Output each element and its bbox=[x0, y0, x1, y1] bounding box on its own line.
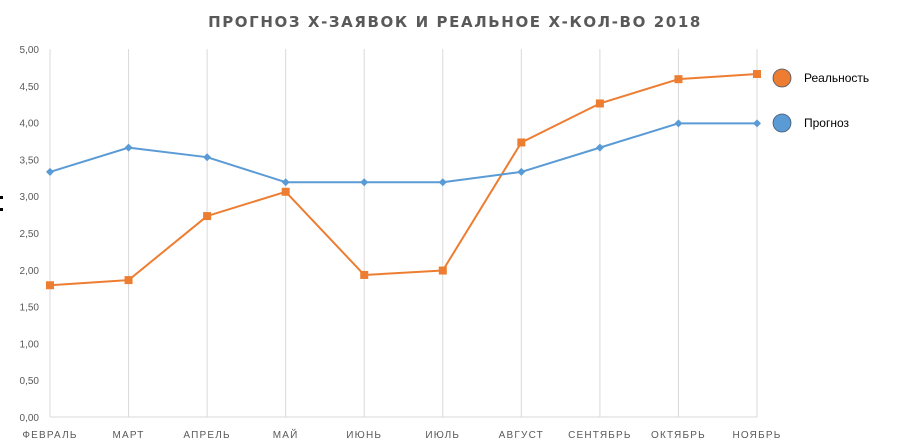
x-tick-label: МАРТ bbox=[112, 430, 144, 441]
data-point-diamond bbox=[753, 119, 761, 128]
data-point-square bbox=[203, 212, 212, 221]
legend-label: Реальность bbox=[804, 71, 869, 85]
y-tick-label: 2,50 bbox=[20, 229, 40, 240]
legend-marker bbox=[772, 68, 792, 88]
y-tick-label: 2,00 bbox=[20, 266, 40, 277]
x-tick-label: ФЕВРАЛЬ bbox=[22, 430, 77, 441]
x-tick-label: МАЙ bbox=[273, 428, 299, 441]
data-point-square bbox=[438, 266, 447, 275]
data-point-diamond bbox=[360, 178, 369, 187]
x-tick-label: АПРЕЛЬ bbox=[183, 430, 230, 441]
data-point-square bbox=[753, 70, 761, 79]
y-tick-label: 1,00 bbox=[20, 339, 40, 350]
x-tick-label: ОКТЯБРЬ bbox=[651, 430, 706, 441]
data-point-square bbox=[46, 281, 54, 290]
data-point-square bbox=[281, 187, 290, 196]
data-point-diamond bbox=[674, 119, 683, 128]
edge-mark bbox=[0, 196, 3, 199]
data-point-diamond bbox=[438, 178, 447, 187]
y-tick-label: 4,00 bbox=[20, 119, 40, 130]
y-axis-ticks: 0,00 0,50 1,00 1,50 2,00 2,50 3,00 3,50 4,00 4,50… bbox=[20, 45, 40, 424]
data-point-diamond bbox=[124, 143, 133, 152]
data-point-diamond bbox=[595, 143, 604, 152]
y-tick-label: 4,50 bbox=[20, 82, 40, 93]
data-point-square bbox=[124, 276, 133, 285]
edge-mark bbox=[0, 208, 3, 211]
series-line-forecast bbox=[49, 122, 757, 184]
legend: Реальность Прогноз bbox=[772, 68, 869, 133]
data-point-diamond bbox=[517, 167, 526, 176]
data-point-diamond bbox=[281, 178, 290, 187]
series-line-actual bbox=[49, 73, 758, 287]
x-tick-label: СЕНТЯБРЬ bbox=[568, 430, 632, 441]
data-point-square bbox=[517, 138, 526, 147]
legend-label: Прогноз bbox=[804, 116, 850, 130]
x-axis-ticks: ФЕВРАЛЬ МАРТ АПРЕЛЬ МАЙ ИЮНЬ ИЮЛЬ АВГУСТ СЕНТЯБ… bbox=[22, 428, 782, 441]
y-tick-label: 0,50 bbox=[20, 376, 40, 387]
chart-title: ПРОГНОЗ Х-ЗАЯВОК И РЕАЛЬНОЕ Х-КОЛ-ВО 201… bbox=[208, 13, 702, 31]
y-tick-label: 3,50 bbox=[20, 155, 40, 166]
data-point-square bbox=[360, 270, 369, 279]
data-point-diamond bbox=[46, 167, 54, 176]
y-tick-label: 5,00 bbox=[20, 45, 40, 56]
y-tick-label: 0,00 bbox=[20, 413, 40, 424]
gridlines bbox=[49, 49, 758, 418]
data-point-square bbox=[674, 75, 683, 84]
series-group bbox=[46, 70, 761, 290]
x-tick-label: НОЯБРЬ bbox=[733, 430, 782, 441]
y-tick-label: 3,00 bbox=[20, 192, 40, 203]
legend-marker bbox=[772, 113, 792, 133]
y-tick-label: 1,50 bbox=[20, 303, 40, 314]
x-tick-label: АВГУСТ bbox=[499, 430, 544, 441]
x-tick-label: ИЮЛЬ bbox=[425, 430, 460, 441]
data-point-square bbox=[595, 99, 604, 108]
data-point-diamond bbox=[203, 153, 212, 162]
x-tick-label: ИЮНЬ bbox=[346, 430, 382, 441]
